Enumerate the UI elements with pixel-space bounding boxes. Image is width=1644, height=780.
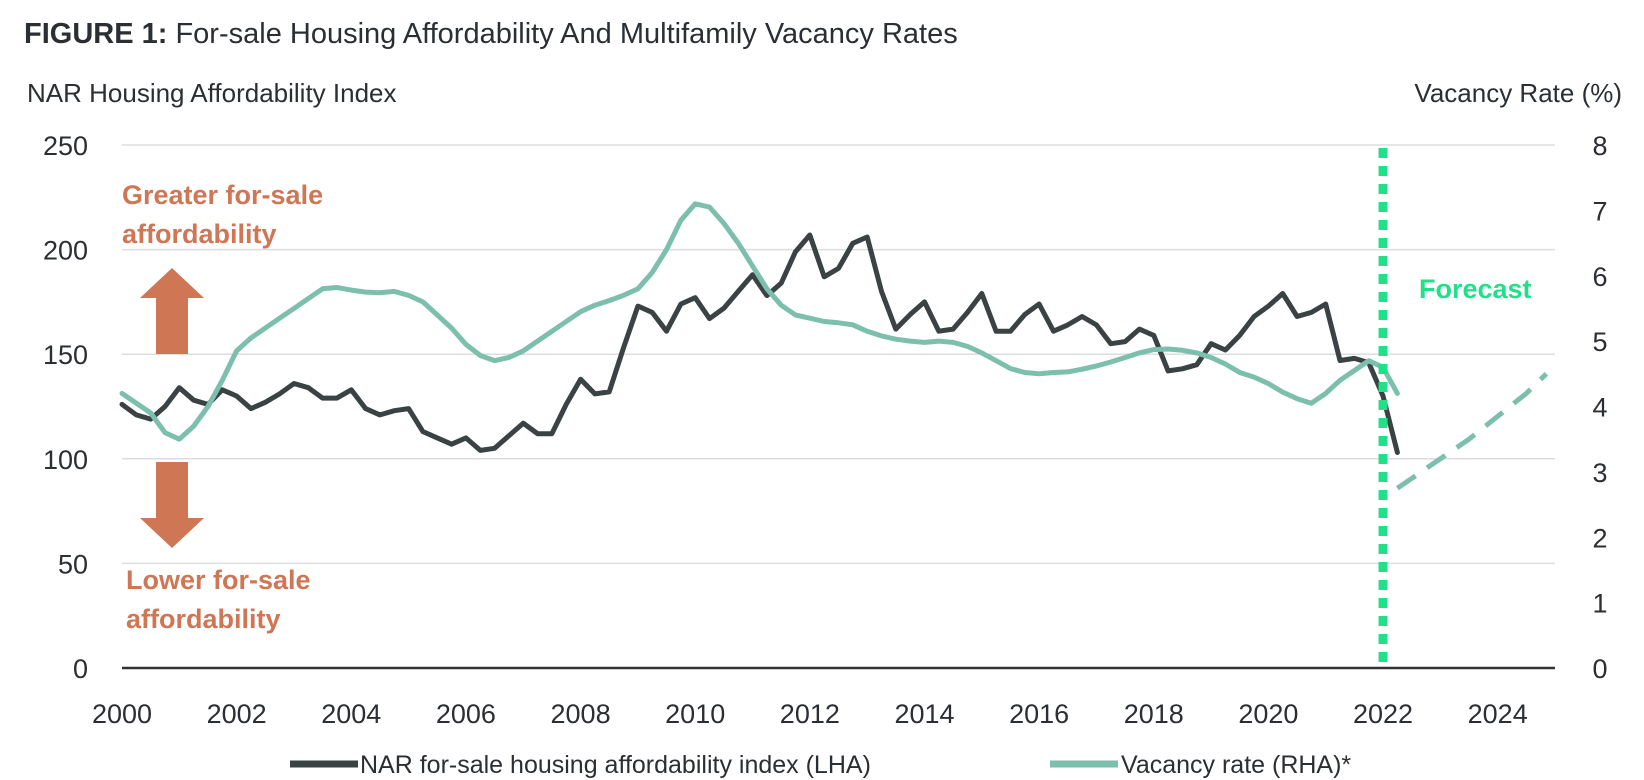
grid-lines: [122, 144, 1555, 565]
right-tick-label: 2: [1592, 523, 1607, 553]
right-tick-label: 0: [1592, 654, 1607, 684]
right-tick-label: 5: [1592, 327, 1607, 357]
annotation-greater-affordability: Greater for-sale affordability: [122, 180, 323, 249]
x-tick-label: 2018: [1124, 699, 1184, 729]
left-tick-label: 50: [58, 549, 88, 579]
right-tick-label: 7: [1592, 196, 1607, 226]
x-tick-label: 2004: [321, 699, 381, 729]
forecast-label: Forecast: [1419, 274, 1532, 304]
figure-title-text: For-sale Housing Affordability And Multi…: [175, 18, 958, 50]
x-tick-label: 2008: [551, 699, 611, 729]
x-tick-label: 2010: [665, 699, 725, 729]
arrow-down-icon: [140, 462, 204, 548]
axes: 0 50 100 150 200 250 0 1 2 3 4 5 6 7 8 2000 2002 2004 2006…: [43, 131, 1608, 729]
figure-title: FIGURE 1: For-sale Housing Affordability…: [24, 18, 958, 51]
x-tick-label: 2002: [207, 699, 267, 729]
left-tick-label: 200: [43, 236, 88, 266]
x-tick-label: 2020: [1238, 699, 1298, 729]
left-tick-label: 150: [43, 340, 88, 370]
x-tick-label: 2024: [1468, 699, 1528, 729]
x-tick-label: 2016: [1009, 699, 1069, 729]
annotation-lower-affordability: Lower for-sale affordability: [126, 565, 311, 634]
annotation-lower-line2: affordability: [126, 604, 281, 634]
x-tick-label: 2006: [436, 699, 496, 729]
left-axis-title: NAR Housing Affordability Index: [27, 78, 397, 108]
left-tick-label: 100: [43, 445, 88, 475]
annotation-greater-line2: affordability: [122, 219, 277, 249]
series-line-vacancy: [119, 201, 1400, 442]
left-tick-label: 0: [73, 654, 88, 684]
x-tick-label: 2000: [92, 699, 152, 729]
right-tick-label: 8: [1592, 131, 1607, 161]
figure-label: FIGURE 1:: [24, 18, 168, 50]
left-tick-label: 250: [43, 131, 88, 161]
right-axis-title: Vacancy Rate (%): [1414, 78, 1622, 108]
series-line-vacancy-forecast: [1395, 372, 1549, 491]
x-tick-label: 2012: [780, 699, 840, 729]
series-lines: [119, 201, 1549, 491]
right-tick-label: 3: [1592, 458, 1607, 488]
x-tick-label: 2022: [1353, 699, 1413, 729]
legend-label-nar: NAR for-sale housing affordability index…: [360, 751, 871, 779]
annotation-greater-line1: Greater for-sale: [122, 180, 323, 210]
right-tick-label: 1: [1592, 589, 1607, 619]
right-tick-label: 4: [1592, 393, 1607, 423]
right-tick-label: 6: [1592, 262, 1607, 292]
arrow-up-icon: [140, 268, 204, 354]
series-line-nar: [119, 232, 1400, 455]
legend-label-vacancy: Vacancy rate (RHA)*: [1121, 751, 1351, 779]
legend: NAR for-sale housing affordability index…: [290, 751, 1351, 779]
annotation-lower-line1: Lower for-sale: [126, 565, 311, 595]
x-tick-label: 2014: [894, 699, 954, 729]
